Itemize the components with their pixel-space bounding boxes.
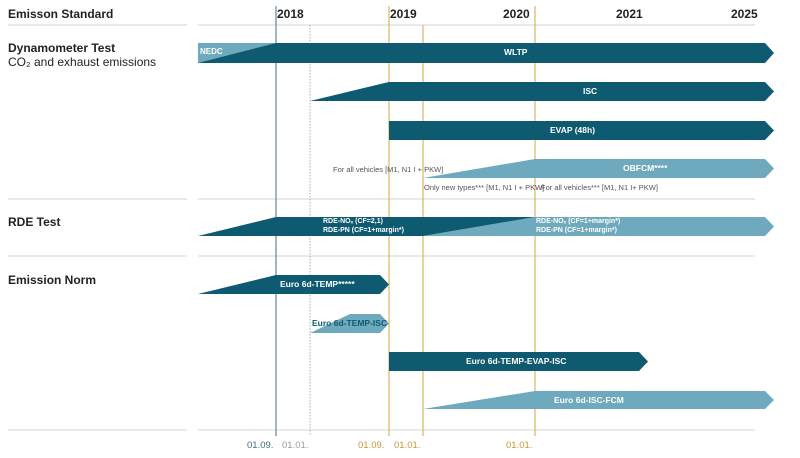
evap-bar-body [389, 121, 765, 140]
year-2021: 2021 [616, 7, 643, 21]
date-label-1: 01.09. [247, 440, 274, 451]
note-all-vehicles-1: For all vehicles [M1, N1 I + PKW] [333, 165, 444, 174]
year-2025: 2025 [731, 7, 758, 21]
rde-dark-line1: RDE-NOₓ (CF=2,1) [323, 218, 383, 225]
euro-6d-temp-bar [198, 275, 389, 294]
obfcm-label: OBFCM**** [623, 163, 668, 173]
row-title-norm: Emission Norm [8, 273, 97, 287]
note-all-vehicles-2: For all vehicles*** [M1, N1 I+ PKW] [541, 183, 658, 192]
note-only-new-types: Only new types*** [M1, N1 I + PKW] [424, 183, 545, 192]
header-title: Emisson Standard [8, 7, 114, 21]
row-subtitle-dynamometer: CO₂ and exhaust emissions [8, 55, 157, 69]
euro-6d-temp-isc-label: Euro 6d-TEMP-ISC [312, 318, 388, 328]
rde-dark-line2: RDE-PN (CF=1+margin*) [323, 227, 404, 234]
year-2019: 2019 [390, 7, 417, 21]
year-2020: 2020 [503, 7, 530, 21]
euro-6d-temp-label: Euro 6d-TEMP***** [280, 279, 355, 289]
euro-6d-isc-fcm-bar [423, 391, 774, 409]
isc-label: ISC [583, 86, 598, 96]
rde-light-line1: RDE-NOₓ (CF=1+margin*) [536, 218, 621, 225]
date-label-2: 01.01. [282, 440, 309, 451]
euro-6d-temp-evap-isc-bar [389, 352, 648, 371]
year-2018: 2018 [277, 7, 304, 21]
date-label-4: 01.01. [394, 440, 421, 451]
row-separators [8, 24, 755, 431]
isc-bar [310, 82, 774, 101]
nedc-label: NEDC [200, 47, 223, 56]
obfcm-bar [423, 159, 774, 178]
row-title-dynamometer: Dynamometer Test [8, 41, 116, 55]
date-label-3: 01.09. [358, 440, 385, 451]
wltp-bar [198, 43, 774, 63]
date-label-5: 01.01. [506, 440, 533, 451]
euro-6d-temp-isc-bar-body [310, 314, 380, 333]
euro-6d-temp-evap-isc-label: Euro 6d-TEMP-EVAP-ISC [466, 356, 567, 366]
row-title-rde: RDE Test [8, 215, 61, 229]
rde-bar-dark [198, 217, 535, 236]
evap-label: EVAP (48h) [550, 125, 596, 135]
wltp-label: WLTP [504, 47, 528, 57]
rde-light-line2: RDE-PN (CF=1+margin*) [536, 227, 617, 234]
euro-6d-isc-fcm-label: Euro 6d-ISC-FCM [554, 395, 624, 405]
rde-bar-light [423, 217, 774, 236]
